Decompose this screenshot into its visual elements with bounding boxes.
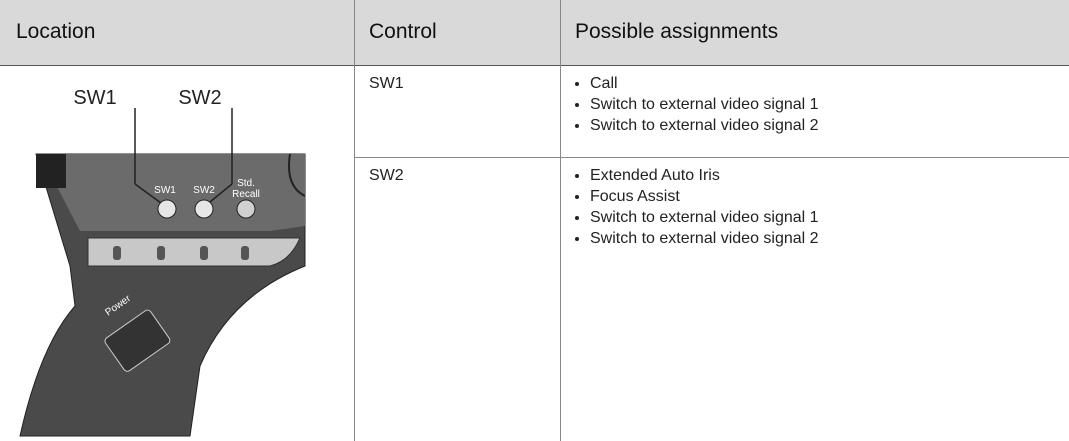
- power-switch: [104, 309, 171, 372]
- edge: [288, 153, 306, 197]
- button: [157, 199, 177, 219]
- assignment: Switch to external video signal 1: [590, 94, 819, 115]
- control-name: SW2: [369, 167, 404, 184]
- button-label: SW1: [154, 185, 176, 196]
- assignment: Extended Auto Iris: [590, 165, 819, 186]
- column-divider: [354, 0, 355, 441]
- row-divider: [354, 157, 1069, 158]
- assignment: Switch to external video signal 1: [590, 207, 819, 228]
- button-label: Recall: [232, 189, 260, 200]
- vent: [36, 154, 66, 188]
- control-name: SW1: [369, 75, 404, 92]
- button: [236, 199, 256, 219]
- assignment-list: Extended Auto IrisFocus AssistSwitch to …: [572, 165, 819, 249]
- column-header: Control: [369, 20, 437, 43]
- assignment-list: CallSwitch to external video signal 1Swi…: [572, 73, 819, 136]
- assignment: Focus Assist: [590, 186, 819, 207]
- callout-label: SW1: [73, 87, 116, 109]
- column-header: Location: [16, 20, 96, 43]
- assignment: Switch to external video signal 2: [590, 115, 819, 136]
- callout-label: SW2: [178, 87, 221, 109]
- header-row: Location Control Possible assignments: [0, 0, 1069, 66]
- column-header: Possible assignments: [575, 20, 779, 43]
- button-label: SW2: [193, 185, 215, 196]
- button-label: Std.: [237, 178, 255, 189]
- button: [194, 199, 214, 219]
- assignment: Switch to external video signal 2: [590, 228, 819, 249]
- camera-illustration: SW1 SW2 SW1 SW2 Std. Recall Power: [19, 87, 306, 437]
- column-divider: [560, 0, 561, 441]
- assignment: Call: [590, 73, 819, 94]
